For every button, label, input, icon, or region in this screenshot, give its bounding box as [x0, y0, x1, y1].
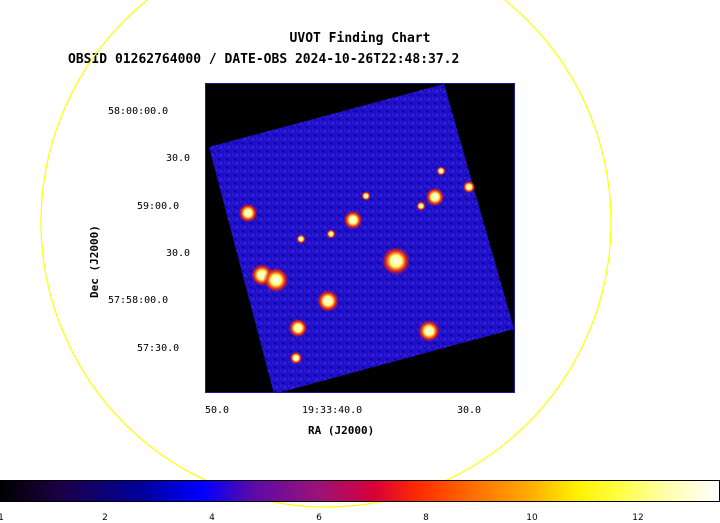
- star-source: [343, 210, 363, 230]
- x-tick-label: 50.0: [205, 405, 230, 416]
- star-source: [436, 166, 446, 176]
- colorbar-tick: 4: [209, 513, 215, 523]
- y-tick-label: 58:00:00.0: [108, 106, 169, 117]
- exposure-footprint: [209, 84, 514, 392]
- star-source: [288, 318, 308, 338]
- colorbar-tick: 2: [102, 513, 108, 523]
- star-source: [289, 351, 303, 365]
- sky-image-canvas: [209, 84, 514, 392]
- y-tick-label: 57:58:00.0: [108, 295, 169, 306]
- star-source: [381, 246, 411, 276]
- chart-title: UVOT Finding Chart: [289, 31, 431, 46]
- colorbar-tick: 12: [632, 513, 644, 523]
- y-tick-label: 30.0: [166, 153, 191, 164]
- star-source: [263, 267, 289, 293]
- chart-subtitle: OBSID 01262764000 / DATE-OBS 2024-10-26T…: [68, 52, 460, 67]
- colorbar-tick: 8: [423, 513, 429, 523]
- colorbar: [0, 480, 720, 502]
- star-source: [462, 180, 476, 194]
- y-tick-label: 57:30.0: [137, 343, 180, 354]
- star-source: [425, 187, 445, 207]
- stars: [238, 166, 476, 365]
- star-source: [416, 201, 426, 211]
- colorbar-tick: 6: [316, 513, 322, 523]
- x-tick-label: 30.0: [457, 405, 482, 416]
- star-source: [326, 229, 336, 239]
- y-axis-label: Dec (J2000): [88, 225, 101, 298]
- x-axis-label: RA (J2000): [308, 424, 375, 437]
- y-tick-label: 30.0: [166, 248, 191, 259]
- y-tick-label: 59:00.0: [137, 201, 180, 212]
- star-source: [417, 319, 441, 343]
- star-source: [296, 234, 306, 244]
- sky-image: [205, 83, 515, 393]
- colorbar-tick: 10: [526, 513, 538, 523]
- star-source: [361, 191, 371, 201]
- colorbar-tick: 1: [0, 513, 4, 523]
- star-source: [316, 289, 340, 313]
- x-tick-label: 19:33:40.0: [302, 405, 363, 416]
- star-source: [238, 203, 258, 223]
